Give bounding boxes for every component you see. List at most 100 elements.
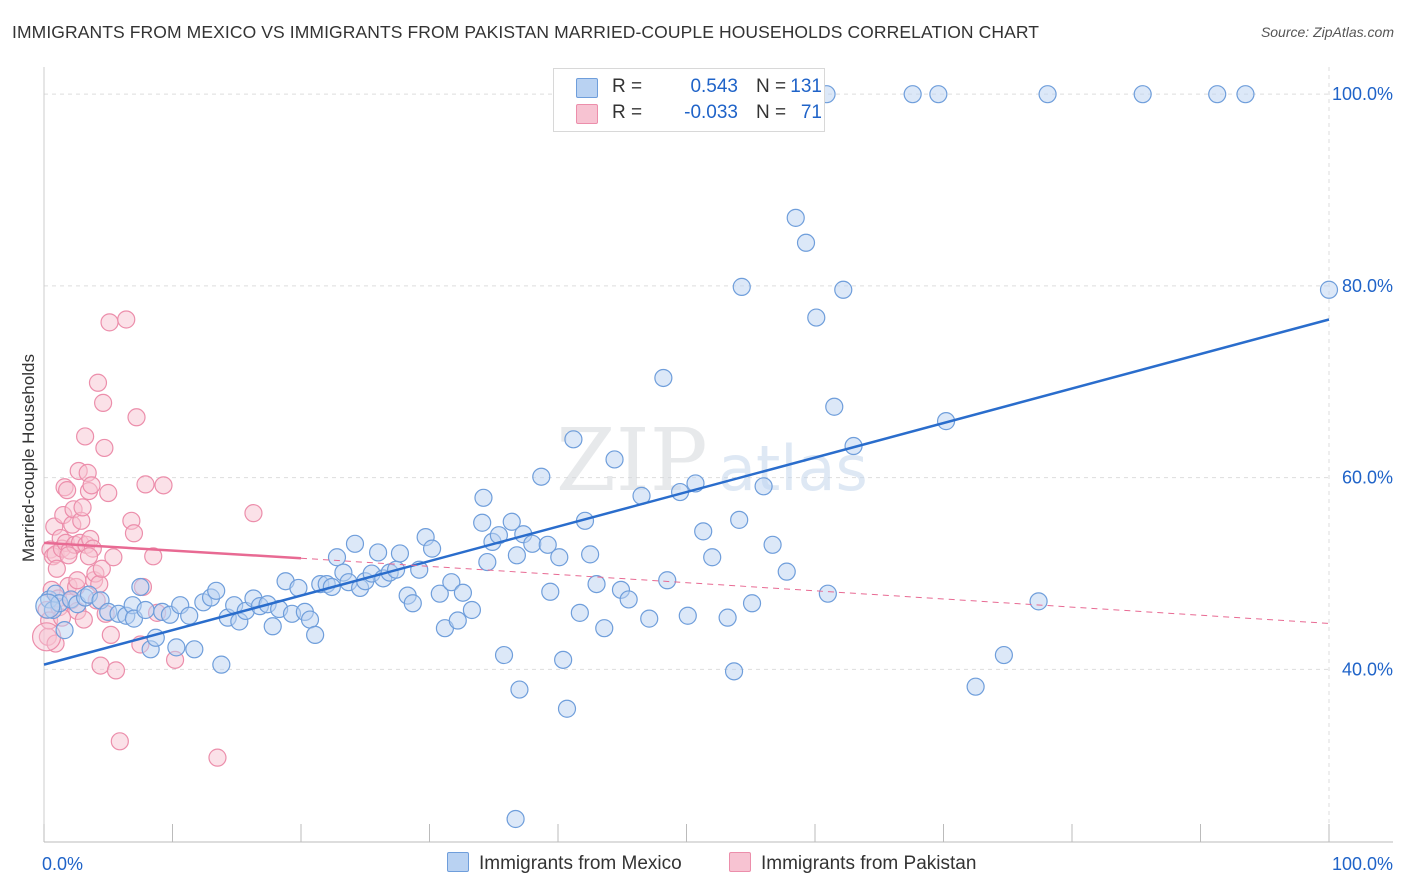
mexico-point	[523, 534, 542, 553]
watermark-atlas: atlas	[718, 432, 868, 505]
mexico-point	[818, 584, 837, 603]
mexico-point	[478, 552, 497, 572]
mexico-point	[658, 571, 677, 590]
legend-item-pakistan[interactable]: Immigrants from Pakistan	[729, 852, 976, 875]
mexico-point	[554, 650, 573, 669]
mexico-point	[786, 208, 805, 227]
mexico-point	[777, 562, 796, 581]
pakistan-point	[127, 408, 146, 427]
mexico-point	[966, 677, 985, 696]
legend-r-value: 0.543	[690, 76, 738, 97]
mexico-point	[564, 430, 583, 449]
pakistan-point	[244, 504, 263, 523]
mexico-point	[581, 545, 600, 564]
mexico-point	[825, 397, 844, 416]
mexico-point	[473, 513, 492, 532]
mexico-point	[345, 534, 365, 553]
mexico-point	[742, 594, 762, 613]
mexico-point	[605, 450, 624, 469]
mexico-point	[538, 535, 557, 554]
mexico-point	[718, 608, 737, 627]
mexico-point	[422, 539, 442, 558]
series-mexico-points	[35, 85, 1339, 829]
mexico-point	[640, 609, 659, 628]
pakistan-point	[79, 547, 99, 566]
pakistan-point	[59, 546, 78, 565]
pakistan-point	[82, 476, 101, 495]
mexico-point	[502, 512, 521, 531]
pakistan-trend-line	[43, 541, 302, 560]
pakistan-point	[124, 524, 144, 543]
y-axis-label: Married-couple Households	[19, 354, 38, 562]
legend-swatch-pakistan	[576, 104, 598, 124]
legend-n-value: 71	[800, 102, 822, 123]
mexico-point	[207, 581, 226, 600]
mexico-point	[306, 625, 325, 645]
legend-label-pakistan: Immigrants from Pakistan	[761, 853, 977, 874]
pakistan-point	[74, 610, 93, 629]
mexico-point	[327, 548, 347, 567]
mexico-point	[994, 645, 1013, 665]
pakistan-point	[100, 313, 119, 332]
pakistan-point	[76, 427, 95, 446]
pakistan-point	[110, 732, 129, 751]
mexico-point	[1236, 85, 1255, 104]
legend-n-label: N =	[756, 102, 787, 123]
legend-label-mexico: Immigrants from Mexico	[479, 853, 682, 874]
tick-labels: 40.0% 60.0% 80.0% 100.0% 0.0% 100.0%	[42, 84, 1393, 874]
correlation-legend: R = 0.543 N = 131 R = -0.033 N = 71	[553, 68, 825, 132]
mexico-point	[570, 603, 589, 622]
pakistan-point	[47, 559, 66, 578]
pakistan-point	[154, 476, 173, 495]
mexico-point	[453, 583, 473, 602]
legend-r-label: R =	[612, 102, 643, 123]
mexico-point	[1319, 280, 1339, 299]
source-label: Source: ZipAtlas.com	[1260, 24, 1394, 40]
pakistan-point	[101, 625, 120, 645]
pakistan-point	[92, 559, 111, 578]
legend-n-label: N =	[756, 76, 787, 97]
mexico-point	[550, 548, 569, 567]
mexico-point	[507, 546, 526, 565]
mexico-point	[1133, 85, 1152, 104]
mexico-point	[1038, 85, 1057, 104]
mexico-point	[587, 574, 606, 594]
mexico-point	[796, 233, 816, 252]
mexico-point	[678, 606, 697, 625]
pakistan-trend-line-extension	[300, 557, 1330, 624]
mexico-point	[834, 280, 853, 299]
legend-r-value: -0.033	[684, 102, 738, 123]
mexico-point	[807, 308, 826, 327]
x-tick-label-max: 100.0%	[1332, 854, 1393, 874]
legend-swatch-mexico	[447, 852, 469, 872]
mexico-point	[595, 619, 614, 638]
mexico-point	[694, 522, 713, 541]
legend-swatch-pakistan	[729, 852, 751, 872]
mexico-point	[654, 368, 673, 388]
legend-item-mexico[interactable]: Immigrants from Mexico	[447, 852, 682, 875]
mexico-point	[703, 548, 722, 567]
mexico-point	[263, 617, 282, 636]
mexico-point	[136, 600, 155, 620]
pakistan-point	[58, 481, 77, 500]
pakistan-point	[73, 498, 92, 517]
pakistan-point	[88, 373, 108, 392]
mexico-point	[212, 655, 231, 674]
legend-swatch-mexico	[576, 78, 598, 98]
pakistan-point	[117, 310, 136, 329]
watermark: ZIP atlas	[556, 411, 868, 511]
mexico-point	[1208, 85, 1227, 104]
y-tick-label: 60.0%	[1342, 468, 1393, 488]
mexico-point	[300, 610, 320, 629]
y-tick-label: 80.0%	[1342, 276, 1393, 296]
mexico-point	[369, 543, 388, 562]
mexico-point	[732, 277, 751, 296]
y-tick-label: 40.0%	[1342, 659, 1393, 679]
mexico-point	[763, 535, 782, 554]
mexico-point	[185, 640, 204, 659]
chart-title: IMMIGRANTS FROM MEXICO VS IMMIGRANTS FRO…	[12, 22, 1040, 42]
mexico-point	[730, 510, 749, 529]
pakistan-point	[208, 748, 227, 767]
